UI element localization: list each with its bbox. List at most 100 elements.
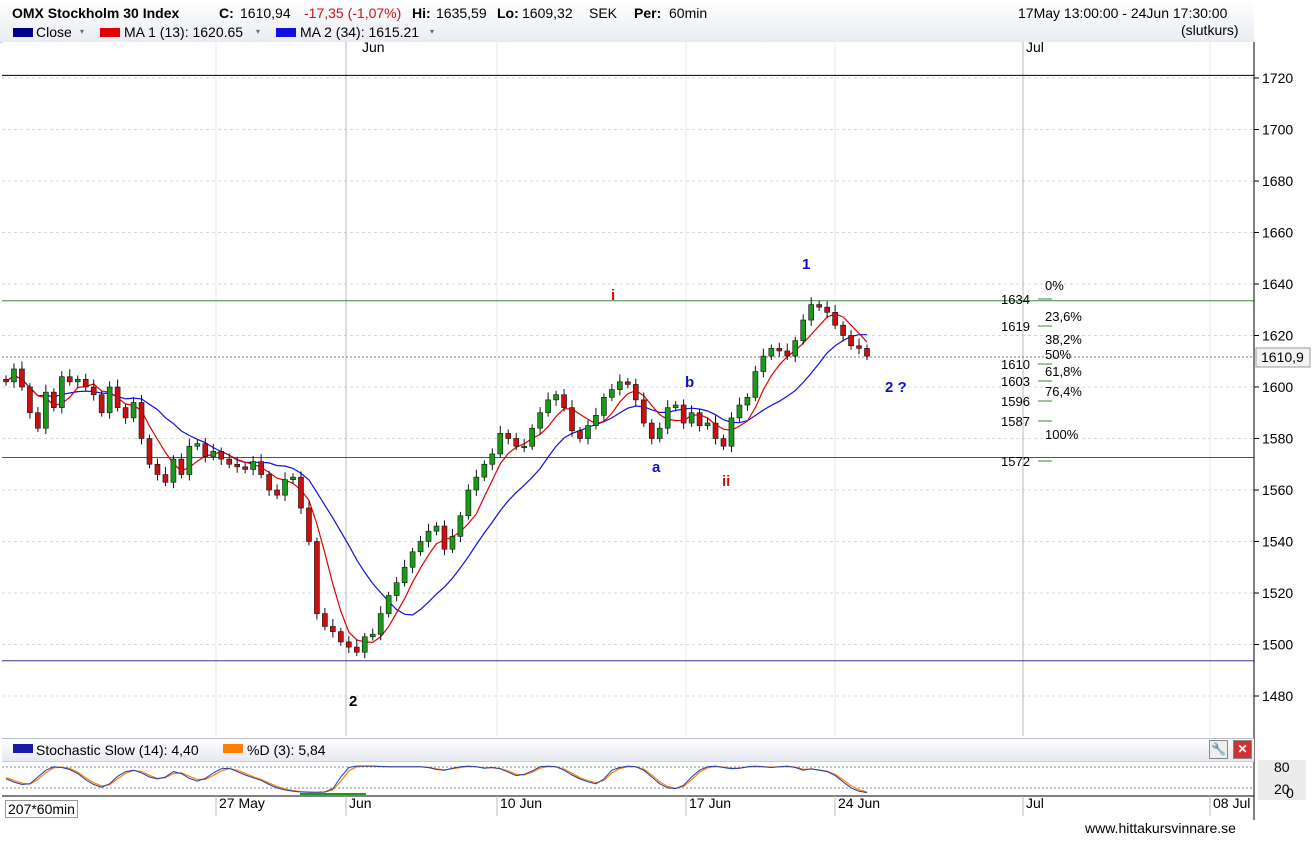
candle-body: [377, 613, 384, 635]
horizontal-levels: [2, 74, 1254, 662]
lo-label: Lo:: [497, 5, 519, 21]
fib-price: 1572: [1001, 454, 1030, 469]
last-price-tag: [1255, 347, 1311, 368]
wave-label: i: [611, 287, 615, 304]
candle-body: [218, 451, 225, 460]
candle-body: [449, 536, 456, 550]
candle-body: [226, 458, 233, 465]
change-value: -17,35 (-1,07%): [304, 5, 402, 21]
fib-percent: 0%: [1045, 278, 1064, 293]
candle-body: [98, 394, 105, 414]
legend-close[interactable]: Close: [36, 24, 72, 40]
candle-body: [106, 386, 113, 414]
candle-body: [513, 438, 520, 447]
candle-body: [186, 445, 193, 475]
candle-body: [736, 404, 743, 419]
candle-body: [465, 489, 472, 517]
y-tick-label: 1600: [1262, 379, 1293, 395]
last-price-tag-text: 1610,9: [1261, 349, 1304, 365]
candle-body: [19, 368, 25, 388]
wave-label: ii: [722, 473, 730, 490]
currency: SEK: [589, 5, 618, 21]
stoch-header: [2, 738, 1254, 762]
wrench-icon[interactable]: 🔧: [1209, 740, 1228, 759]
bars-info: 207*60min: [5, 800, 78, 818]
stoch-tick: 0: [1286, 785, 1294, 801]
candle-body: [90, 386, 97, 396]
candle-body: [441, 525, 448, 550]
y-tick-label: 1720: [1262, 70, 1293, 86]
candle-body: [712, 422, 719, 439]
candle-body: [290, 476, 296, 481]
wave-label: 1: [802, 256, 810, 273]
candle-body: [744, 396, 751, 406]
candle-body: [505, 433, 512, 439]
legend-ma2[interactable]: MA 2 (34): 1615.21: [300, 24, 420, 40]
close-value: 1610,94: [240, 5, 291, 21]
candle-body: [640, 399, 647, 424]
candle-body: [792, 340, 799, 357]
date-range: 17May 13:00:00 - 24Jun 17:30:00: [1018, 5, 1228, 21]
candle-body: [625, 381, 631, 385]
close-label: C:: [219, 5, 234, 21]
candle-body: [266, 474, 272, 491]
watermark: www.hittakursvinnare.se: [1085, 820, 1236, 836]
close-icon[interactable]: ✕: [1233, 740, 1252, 759]
candle-body: [688, 412, 695, 424]
candle-body: [138, 402, 145, 439]
stoch-k-line: [5, 765, 868, 794]
candle-body: [361, 636, 368, 653]
candle-body: [82, 378, 89, 388]
candle-body: [760, 355, 767, 372]
candle-body: [497, 433, 504, 455]
y-tick-label: 1520: [1262, 585, 1293, 601]
x-tick-label: 24 Jun: [838, 795, 880, 811]
top-month-label: Jun: [362, 39, 385, 55]
candle-body: [433, 525, 440, 532]
candle-body: [545, 399, 551, 414]
wave-label: 2: [349, 693, 357, 710]
stoch-area: [2, 760, 1254, 796]
legend-stoch[interactable]: Stochastic Slow (14): 4,40: [36, 742, 199, 758]
candle-body: [194, 443, 201, 447]
candle-body: [824, 306, 830, 313]
candle-body: [633, 384, 639, 401]
ma2-line: [5, 334, 867, 616]
fib-price: 1587: [1001, 414, 1030, 429]
x-axis: 27 May Jun 10 Jun 17 Jun 24 Jun Jul 08 Jul: [215, 795, 1250, 816]
chevron-down-icon[interactable]: ▾: [256, 27, 261, 36]
candle-body: [609, 389, 615, 398]
y-axis: 1720 1700 1680 1660 1640 1620 1600 1580 1560 1540…: [1254, 70, 1293, 704]
fib-percent: 23,6%: [1045, 309, 1082, 324]
candle-body: [3, 378, 9, 383]
instrument-name: OMX Stockholm 30 Index: [12, 5, 180, 21]
ma2-swatch: [276, 28, 296, 37]
legend-pd[interactable]: %D (3): 5,84: [247, 742, 326, 758]
candle-body: [409, 551, 416, 568]
x-tick-label: 08 Jul: [1213, 795, 1250, 811]
candle-body: [720, 438, 727, 447]
candle-body: [648, 422, 655, 439]
chevron-down-icon[interactable]: ▾: [430, 27, 435, 36]
candle-body: [27, 386, 33, 414]
ma1-polyline: [5, 313, 868, 644]
ma2-polyline: [5, 334, 867, 616]
candle-body: [35, 412, 41, 429]
candle-body: [74, 378, 81, 383]
legend-ma1[interactable]: MA 1 (13): 1620.65: [124, 24, 244, 40]
candle-body: [529, 427, 535, 447]
price-mode: (slutkurs): [1181, 22, 1239, 38]
candle-body: [170, 458, 177, 483]
x-tick-label: 10 Jun: [500, 795, 542, 811]
chevron-down-icon[interactable]: ▾: [80, 27, 85, 36]
fibonacci-levels: 1634 0% 1619 23,6% 38,2% 1610 50% 1603 61,8% 1596…: [1001, 278, 1082, 469]
candle-body: [577, 430, 583, 439]
fib-price: 1610: [1001, 357, 1030, 372]
candle-body: [322, 613, 328, 627]
candle-body: [258, 461, 264, 475]
candle-body: [768, 348, 775, 357]
candle-body: [353, 646, 360, 653]
candle-body: [601, 396, 607, 416]
candle-body: [369, 633, 376, 638]
